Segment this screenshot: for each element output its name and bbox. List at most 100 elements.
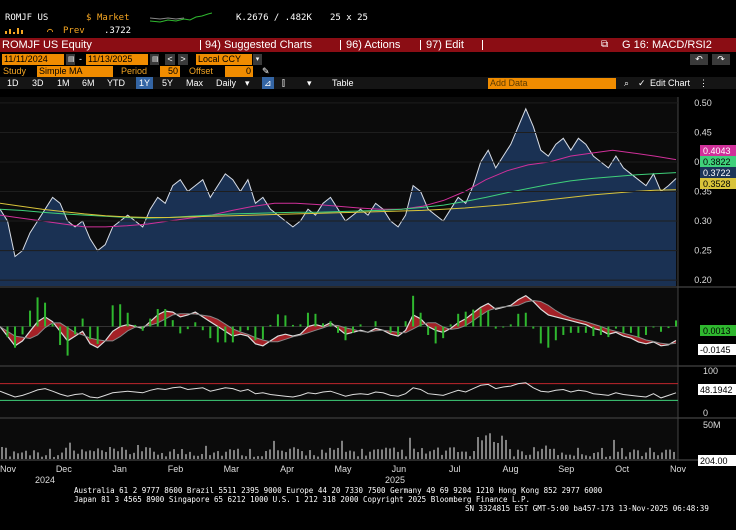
x-tick: Aug [502, 464, 518, 474]
price-y-tick: 0.50 [694, 98, 712, 108]
end-date-field[interactable]: 11/13/2025 [86, 54, 148, 65]
bid-ask: K.2676 / .482K [236, 13, 312, 23]
last-label: 0.3722 [703, 168, 731, 178]
function-bar: ROMJF US Equity 94) Suggested Charts 96)… [0, 38, 736, 52]
undo-icon[interactable]: ↶ [690, 54, 708, 65]
frequency-dropdown-icon[interactable]: ▾ [245, 78, 250, 88]
more-dropdown-icon[interactable]: ▾ [307, 78, 312, 88]
study-label: Study [3, 66, 27, 76]
actions-menu[interactable]: 96) Actions [346, 39, 401, 51]
macd-signal-label: -0.0145 [700, 345, 731, 355]
range-5y[interactable]: 5Y [162, 78, 174, 88]
toolbar: 1D 3D 1M 6M YTD 1Y 5Y Max Daily ▾ ⊿ ⫿ ▾ … [0, 77, 736, 89]
currency-select[interactable]: Local CCY [196, 54, 252, 65]
next-period-button[interactable]: > [178, 54, 188, 65]
x-tick: Mar [224, 464, 240, 474]
period-field[interactable]: 50 [160, 66, 180, 77]
prev-label: Prev [63, 26, 85, 36]
pen-icon[interactable]: ✎ [262, 66, 270, 76]
edit-menu[interactable]: 97) Edit [426, 39, 464, 51]
study-row: Study Simple MA Period 50 Offset 0 ✎ [0, 66, 736, 77]
last-label: 0.3822 [703, 157, 731, 167]
x-tick: Jul [449, 464, 461, 474]
sparkline-icon [150, 12, 212, 23]
last-label-bg [700, 156, 736, 167]
edit-chart-button[interactable]: Edit Chart [650, 78, 691, 88]
chart-type-line-icon[interactable]: ⊿ [262, 77, 274, 89]
quote-bar: ROMJF US $ Market K.2676 / .482K 25 x 25… [0, 0, 736, 38]
last-label-bg [700, 145, 736, 156]
range-ytd[interactable]: YTD [107, 78, 125, 88]
currency-dropdown-icon[interactable]: ▾ [253, 54, 262, 65]
range-3d[interactable]: 3D [32, 78, 44, 88]
frequency-select[interactable]: Daily [216, 78, 237, 88]
settings-icon[interactable]: ✓ [638, 78, 646, 88]
footer-session: SN 3324815 EST GMT-5:00 ba457-173 13-Nov… [465, 504, 709, 513]
price-y-tick: 0.25 [694, 246, 712, 256]
price-y-tick: 0.45 [694, 127, 712, 137]
last-label-bg [700, 178, 736, 189]
study-select[interactable]: Simple MA [37, 66, 113, 77]
security-label: ROMJF US Equity [2, 39, 92, 51]
prev-period-button[interactable]: < [165, 54, 175, 65]
range-1d[interactable]: 1D [7, 78, 19, 88]
quote-ticker[interactable]: ROMJF US [5, 13, 49, 23]
price-y-tick: 0.35 [694, 187, 712, 197]
volume-y-tick: 50M [703, 420, 721, 430]
security-name[interactable]: ROMJF US Equity [2, 39, 92, 51]
launch-icon[interactable]: ⧉ [601, 39, 609, 50]
bid-ask-size: 25 x 25 [330, 13, 368, 23]
x-tick: Nov [0, 464, 16, 474]
date-separator: - [79, 54, 82, 64]
volume-mini-icon [5, 28, 23, 34]
search-icon[interactable]: ⌕ [624, 78, 630, 88]
offset-field[interactable]: 0 [225, 66, 253, 77]
dollar-sign: $ [86, 13, 92, 23]
options-icon[interactable]: ⋮ [699, 78, 708, 88]
rsi-line [0, 382, 677, 399]
chart-id: G 16: MACD/RSI2 [622, 39, 712, 51]
redo-icon[interactable]: ↷ [712, 54, 730, 65]
rsi-panel-bg [0, 367, 678, 417]
price-chart[interactable]: 0.200.250.300.350.400.450.500.40430.3822… [0, 89, 736, 486]
last-label: 0.3528 [703, 179, 731, 189]
x-tick: Feb [168, 464, 184, 474]
add-data-field[interactable]: Add Data [488, 78, 616, 89]
volume-label-bg [698, 455, 736, 466]
table-button[interactable]: Table [332, 78, 354, 88]
footer: Australia 61 2 9777 8600 Brazil 5511 239… [0, 486, 736, 530]
vol-panel-bg [0, 419, 678, 459]
volume-last-label: 204.00 [700, 456, 728, 466]
range-max[interactable]: Max [186, 78, 204, 88]
rsi-label-bg [698, 384, 736, 395]
rsi-y-tick: 0 [703, 408, 708, 418]
x-tick: Nov [670, 464, 687, 474]
price-y-tick: 0.30 [694, 216, 712, 226]
range-6m[interactable]: 6M [82, 78, 95, 88]
x-tick: May [334, 464, 352, 474]
macd-label-bg [700, 325, 736, 336]
bloomberg-logo-icon: ⌒ [47, 26, 54, 37]
prev-value: .3722 [104, 26, 132, 36]
x-tick: Apr [280, 464, 294, 474]
start-date-field[interactable]: 11/11/2024 [2, 54, 64, 65]
rsi-y-tick: 100 [703, 366, 718, 376]
series-ma_yellow [0, 189, 677, 218]
end-calendar-icon[interactable]: ▤ [150, 54, 159, 65]
macd-signal-line [0, 299, 677, 345]
x-tick: Jun [392, 464, 407, 474]
offset-label: Offset [189, 66, 213, 76]
suggested-charts-menu[interactable]: 94) Suggested Charts [205, 39, 313, 51]
x-year: 2025 [385, 475, 405, 485]
price-area [0, 108, 676, 286]
period-label: Period [121, 66, 148, 76]
start-calendar-icon[interactable]: ▤ [66, 54, 75, 65]
chart-type-bar-icon[interactable]: ⫿ [282, 78, 285, 88]
range-1y[interactable]: 1Y [136, 77, 154, 89]
range-1m[interactable]: 1M [57, 78, 70, 88]
series-ma_green [0, 172, 677, 219]
price-y-tick: 0.20 [694, 275, 712, 285]
series-ma_magenta [0, 149, 677, 228]
x-tick: Dec [56, 464, 73, 474]
last-label-bg [700, 167, 736, 178]
